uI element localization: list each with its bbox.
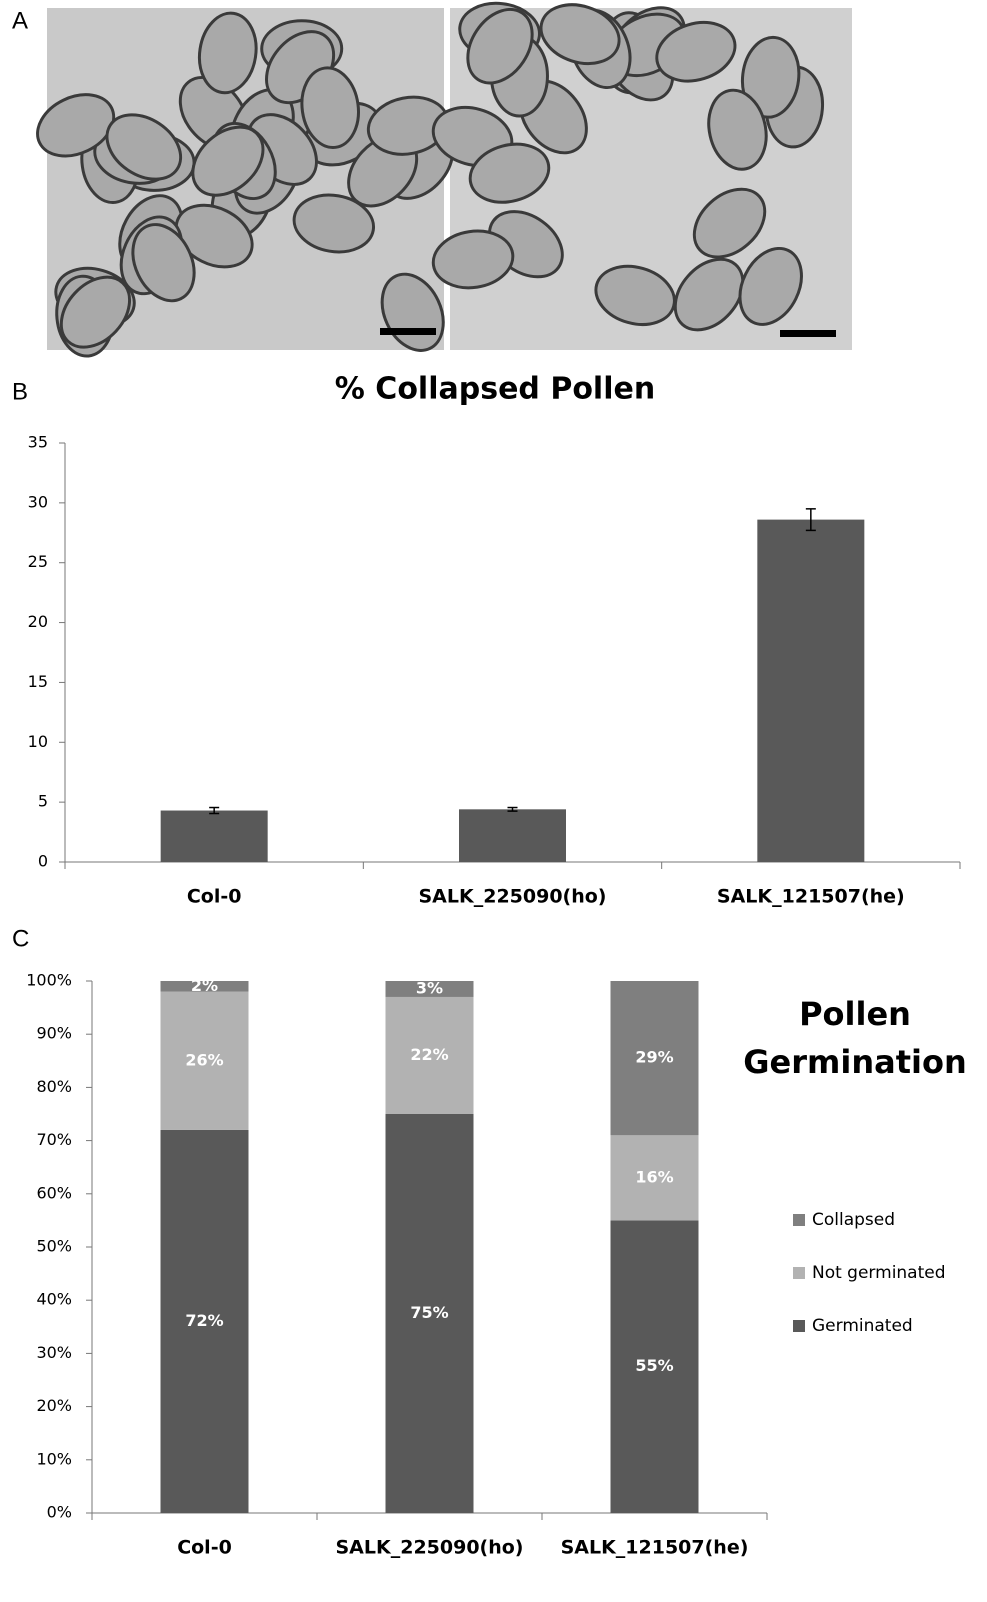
chart-title: Pollen Germination bbox=[735, 990, 975, 1086]
panel-label: A bbox=[12, 7, 28, 34]
chart: A B C % Collapsed Pollen 0 5 10 15 20 25 30 35 C… bbox=[0, 0, 987, 1602]
y-tick-label: 50% bbox=[36, 1237, 72, 1256]
y-tick-label: 30% bbox=[36, 1343, 72, 1362]
y-tick-label: 30 bbox=[28, 492, 48, 511]
x-tick-label: SALK_225090(ho) bbox=[419, 886, 607, 908]
legend-swatch bbox=[793, 1320, 805, 1332]
legend-swatch bbox=[793, 1214, 805, 1226]
legend-swatch bbox=[793, 1267, 805, 1279]
bar bbox=[161, 811, 268, 862]
y-tick-label: 20 bbox=[28, 612, 48, 631]
value-label: 2% bbox=[191, 976, 218, 995]
value-label: 16% bbox=[635, 1167, 673, 1186]
y-tick-label: 0 bbox=[38, 852, 48, 871]
y-tick-label: 80% bbox=[36, 1077, 72, 1096]
bar bbox=[459, 809, 566, 862]
x-tick-label: Col-0 bbox=[187, 886, 242, 908]
y-tick-label: 10 bbox=[28, 732, 48, 751]
y-tick-label: 70% bbox=[36, 1130, 72, 1149]
y-tick-label: 40% bbox=[36, 1290, 72, 1309]
value-label: 22% bbox=[410, 1045, 448, 1064]
y-tick-label: 10% bbox=[36, 1449, 72, 1468]
y-tick-label: 0% bbox=[47, 1503, 72, 1522]
legend-label: Not germinated bbox=[812, 1263, 946, 1283]
x-tick-label: SALK_121507(he) bbox=[717, 886, 905, 908]
y-tick-label: 5 bbox=[38, 792, 48, 811]
y-tick-label: 90% bbox=[36, 1024, 72, 1043]
chart-title: % Collapsed Pollen bbox=[335, 372, 655, 407]
x-tick-label: Col-0 bbox=[177, 1537, 232, 1559]
x-tick-label: SALK_225090(ho) bbox=[336, 1537, 524, 1559]
figure: A B C % Collapsed Pollen 0 5 10 15 20 25 30 35 C… bbox=[0, 0, 987, 1602]
legend-label: Germinated bbox=[812, 1316, 913, 1336]
y-tick-label: 20% bbox=[36, 1396, 72, 1415]
y-tick-label: 100% bbox=[26, 971, 72, 990]
bar bbox=[757, 520, 864, 862]
scale-bar bbox=[780, 330, 836, 337]
value-label: 26% bbox=[185, 1050, 223, 1069]
y-tick-label: 60% bbox=[36, 1183, 72, 1202]
panel-label: B bbox=[12, 378, 28, 405]
value-label: 29% bbox=[635, 1048, 673, 1067]
panel-label: C bbox=[12, 925, 29, 952]
y-tick-label: 15 bbox=[28, 672, 48, 691]
legend-label: Collapsed bbox=[812, 1210, 895, 1230]
value-label: 75% bbox=[410, 1303, 448, 1322]
scale-bar bbox=[380, 328, 436, 335]
value-label: 72% bbox=[185, 1311, 223, 1330]
value-label: 55% bbox=[635, 1356, 673, 1375]
y-tick-label: 25 bbox=[28, 552, 48, 571]
value-label: 3% bbox=[416, 978, 443, 997]
y-tick-label: 35 bbox=[28, 433, 48, 452]
x-tick-label: SALK_121507(he) bbox=[561, 1537, 749, 1559]
